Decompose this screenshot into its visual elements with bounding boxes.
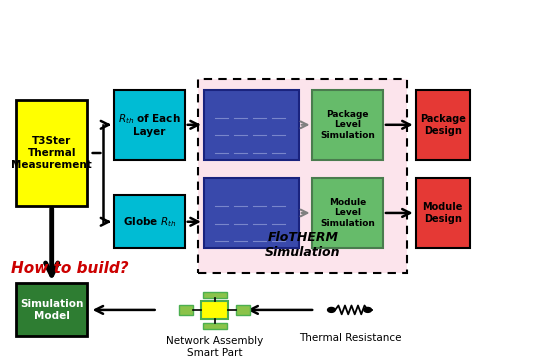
FancyBboxPatch shape xyxy=(16,100,87,206)
FancyBboxPatch shape xyxy=(312,178,383,248)
Circle shape xyxy=(328,307,335,313)
FancyBboxPatch shape xyxy=(204,178,299,248)
Text: Network Assembly
Smart Part: Network Assembly Smart Part xyxy=(166,337,263,358)
FancyBboxPatch shape xyxy=(204,90,299,160)
Text: Package
Level
Simulation: Package Level Simulation xyxy=(320,110,375,140)
Text: FloTHERM
Simulation: FloTHERM Simulation xyxy=(265,231,340,259)
FancyBboxPatch shape xyxy=(312,90,383,160)
Text: Thermal Resistance: Thermal Resistance xyxy=(299,333,402,343)
FancyBboxPatch shape xyxy=(416,178,470,248)
FancyBboxPatch shape xyxy=(202,292,227,298)
Text: $R_{th}$ of Each
Layer: $R_{th}$ of Each Layer xyxy=(118,112,181,138)
FancyBboxPatch shape xyxy=(416,90,470,160)
Text: Globe $R_{th}$: Globe $R_{th}$ xyxy=(123,215,176,229)
Text: How to build?: How to build? xyxy=(11,261,129,276)
Text: T3Ster
Thermal
Measurement: T3Ster Thermal Measurement xyxy=(12,136,92,170)
Text: Simulation
Model: Simulation Model xyxy=(20,299,84,321)
FancyBboxPatch shape xyxy=(201,301,228,319)
FancyBboxPatch shape xyxy=(199,79,408,273)
FancyBboxPatch shape xyxy=(236,305,250,315)
Text: Module
Level
Simulation: Module Level Simulation xyxy=(320,198,375,228)
Text: Module
Design: Module Design xyxy=(422,202,463,224)
FancyBboxPatch shape xyxy=(114,90,185,160)
Circle shape xyxy=(364,307,372,313)
FancyBboxPatch shape xyxy=(179,305,193,315)
FancyBboxPatch shape xyxy=(114,195,185,248)
Text: Package
Design: Package Design xyxy=(420,114,466,136)
FancyBboxPatch shape xyxy=(16,284,87,337)
FancyBboxPatch shape xyxy=(202,323,227,329)
